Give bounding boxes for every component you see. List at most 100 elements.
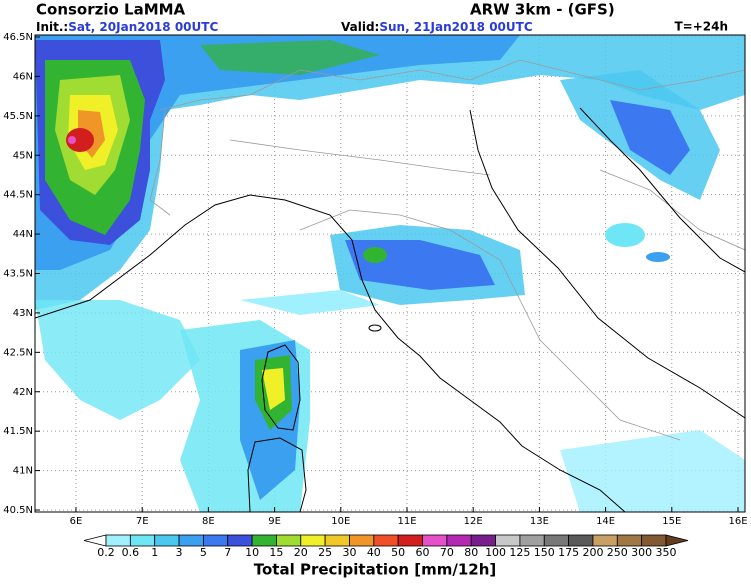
colorbar-segment: [446, 534, 472, 547]
elba: [368, 324, 382, 332]
colorbar-segment: [300, 534, 326, 547]
lat-label: 43.5N: [3, 269, 33, 280]
precip-blob: [646, 252, 670, 262]
lat-label: 42.5N: [3, 347, 33, 358]
precip-blob: [35, 300, 200, 420]
colorbar-segment: [129, 534, 156, 547]
coastlines: [35, 107, 745, 512]
lon-label: 15E: [662, 516, 681, 527]
border: [599, 169, 745, 251]
lat-label: 43N: [13, 308, 33, 319]
lon-label: 8E: [202, 516, 215, 527]
colorbar-segment: [251, 534, 277, 547]
colorbar-segment: [349, 534, 375, 547]
colorbar-label: 125: [509, 546, 530, 559]
border: [149, 109, 171, 216]
precip-blob: [605, 223, 645, 247]
lon-label: 10E: [331, 516, 350, 527]
init-label: Init.:: [36, 20, 68, 34]
lat-label: 46.5N: [3, 32, 33, 43]
valid-label: Valid:: [341, 20, 379, 34]
precip-blob: [560, 430, 745, 512]
colorbar-segment: [324, 534, 350, 547]
precip-blob: [200, 40, 380, 75]
colorbar-label: 40: [367, 546, 381, 559]
title: Consorzio LaMMA: [36, 1, 186, 19]
colorbar-label: 15: [269, 546, 283, 559]
colorbar-title: Total Precipitation [mm/12h]: [254, 561, 497, 579]
colorbar-label: 5: [200, 546, 207, 559]
colorbar-label: 300: [631, 546, 652, 559]
axes: 6E 7E 8E 9E 10E 11E 12E 13E 14E 15E 16E 46.5N 46N 45.…: [3, 32, 747, 527]
colorbar-segment: [422, 534, 448, 547]
colorbar-segment: [178, 534, 204, 547]
coastline: [35, 194, 626, 512]
colorbar-label: 350: [656, 546, 677, 559]
lon-label: 6E: [70, 516, 83, 527]
colorbar-segment: [105, 534, 131, 547]
coastline: [469, 109, 745, 419]
lat-label: 45N: [13, 150, 33, 161]
border: [229, 139, 491, 176]
lon-label: 14E: [596, 516, 615, 527]
colorbar-label: 3: [176, 546, 183, 559]
colorbar-label: 20: [294, 546, 308, 559]
init-time: Sat, 20Jan2018 00UTC: [68, 20, 218, 34]
valid: Valid:Sun, 21Jan2018 00UTC: [341, 20, 533, 34]
precip-blob: [68, 136, 76, 144]
valid-time: Sun, 21Jan2018 00UTC: [379, 20, 532, 34]
colorbar-segment: [373, 534, 399, 547]
colorbar-label: 50: [391, 546, 405, 559]
lon-label: 16E: [728, 516, 747, 527]
colorbar-over: [665, 534, 689, 547]
colorbar-segment: [154, 534, 180, 547]
colorbar-label: 150: [534, 546, 555, 559]
colorbar-segment: [543, 534, 570, 547]
colorbar-label: 7: [224, 546, 231, 559]
lead-time: T=+24h: [674, 20, 728, 34]
colorbar-segment: [470, 534, 496, 547]
lon-label: 11E: [397, 516, 416, 527]
precipitation: [35, 35, 745, 512]
map-area: [35, 35, 745, 512]
colorbar-label: 80: [464, 546, 478, 559]
model: ARW 3km - (GFS): [470, 1, 615, 19]
colorbar-segment: [641, 534, 667, 547]
colorbar-segment: [592, 534, 618, 547]
colorbar-segment: [227, 534, 253, 547]
colorbar-under: [83, 534, 107, 547]
colorbar-label: 200: [582, 546, 603, 559]
lon-label: 7E: [136, 516, 149, 527]
colorbar-label: 0.2: [97, 546, 115, 559]
coastline: [579, 107, 745, 273]
lon-label: 12E: [464, 516, 483, 527]
precip-blob: [262, 368, 285, 410]
lat-label: 41N: [13, 466, 33, 477]
colorbar-label: 100: [485, 546, 506, 559]
borders: [149, 59, 745, 441]
precip-blob: [610, 100, 690, 175]
init: Init.:Sat, 20Jan2018 00UTC: [36, 20, 218, 34]
colorbar-label: 70: [440, 546, 454, 559]
colorbar-segment: [276, 534, 302, 547]
colorbar-label: 0.6: [122, 546, 140, 559]
colorbar: 0.2 0.6 1 3 5 7 10 15 20 25 30 40 50 60 70 80 100 125 150 1…: [83, 534, 689, 559]
colorbar-segment: [202, 534, 229, 547]
lat-label: 42N: [13, 387, 33, 398]
colorbar-label: 30: [342, 546, 356, 559]
colorbar-label: 10: [245, 546, 259, 559]
precip-blob: [363, 247, 387, 263]
colorbar-label: 1: [151, 546, 158, 559]
lon-label: 13E: [530, 516, 549, 527]
lat-label: 40.5N: [3, 505, 33, 516]
precip-blob: [240, 290, 380, 315]
colorbar-label: 175: [558, 546, 579, 559]
border: [299, 209, 681, 441]
colorbar-label: 250: [607, 546, 628, 559]
lat-label: 45.5N: [3, 111, 33, 122]
colorbar-segment: [495, 534, 521, 547]
colorbar-label: 25: [318, 546, 332, 559]
lat-label: 44N: [13, 229, 33, 240]
